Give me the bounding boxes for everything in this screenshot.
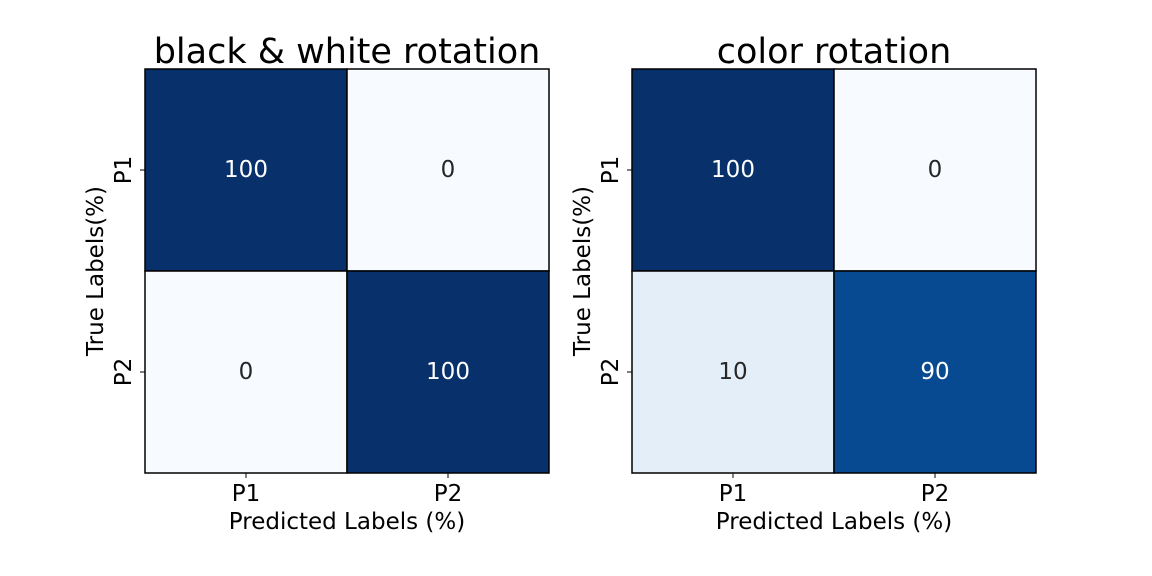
x-tick-label: P2: [434, 481, 463, 507]
x-tick-label: P2: [921, 481, 950, 507]
cell-value-label: 100: [426, 359, 470, 385]
y-tick-label: P1: [111, 156, 137, 185]
y-tick-label: P2: [598, 358, 624, 387]
heatmap-cell: [144, 270, 348, 474]
chart-title: black & white rotation: [154, 32, 541, 72]
plot-frame: [631, 68, 1037, 474]
heatmap-cell: [144, 68, 348, 272]
x-tick-label: P1: [232, 481, 261, 507]
heatmap-cell: [631, 68, 835, 272]
y-axis-label: True Labels(%): [83, 186, 109, 357]
cell-value-label: 100: [711, 157, 755, 183]
heatmap-cell: [346, 68, 550, 272]
y-tick-label: P1: [598, 156, 624, 185]
heatmap-cell: [346, 270, 550, 474]
x-axis-label: Predicted Labels (%): [229, 509, 465, 535]
chart-title: color rotation: [717, 32, 952, 72]
plot-frame: [144, 68, 550, 474]
y-tick-label: P2: [111, 358, 137, 387]
cell-value-label: 0: [928, 157, 943, 183]
heatmap-cell: [631, 270, 835, 474]
y-axis-label: True Labels(%): [570, 186, 596, 357]
cell-value-label: 0: [239, 359, 254, 385]
cell-value-label: 0: [441, 157, 456, 183]
x-axis-label: Predicted Labels (%): [716, 509, 952, 535]
cell-value-label: 100: [224, 157, 268, 183]
x-tick-label: P1: [719, 481, 748, 507]
cell-value-label: 10: [718, 359, 747, 385]
heatmap-cell: [833, 270, 1037, 474]
cell-value-label: 90: [920, 359, 949, 385]
